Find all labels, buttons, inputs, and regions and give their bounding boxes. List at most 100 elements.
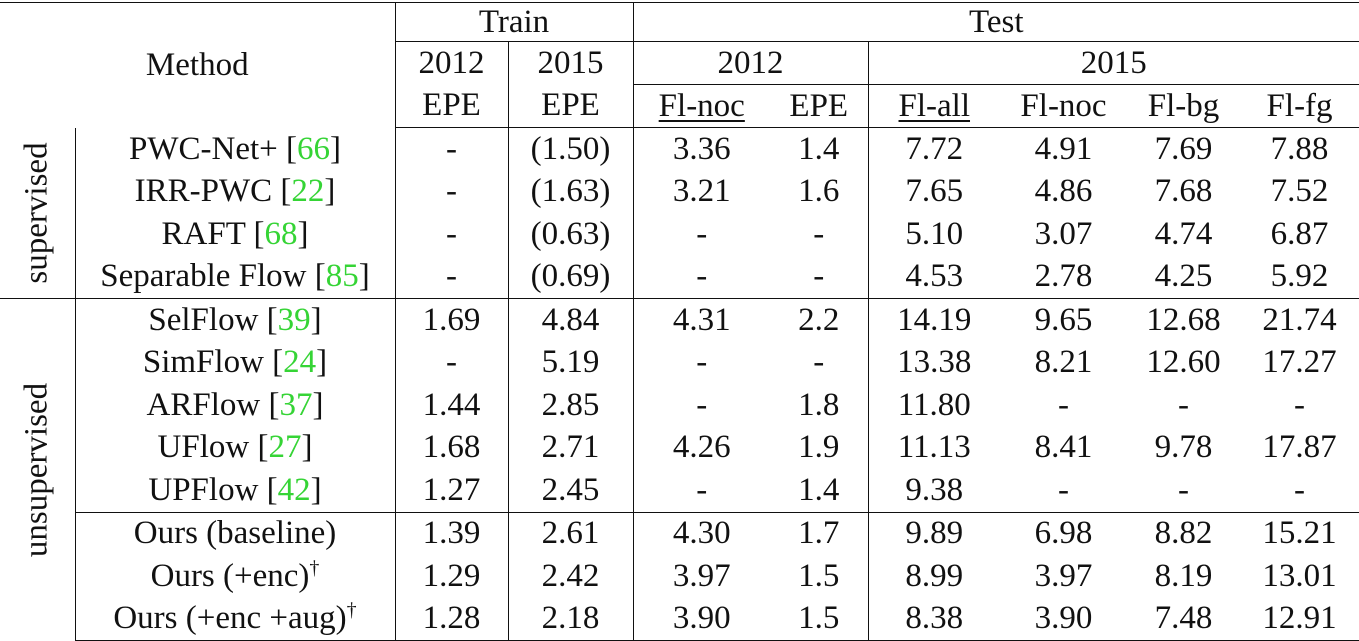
table-cell: 13.01 bbox=[1262, 557, 1337, 594]
table-cell: 1.69 bbox=[394, 298, 509, 342]
table-cell: - bbox=[632, 469, 771, 512]
table-row: Ours (+enc +aug)† 1.28 2.18 3.90 1.5 8.38 3.90… bbox=[0, 597, 1359, 641]
method-name: SelFlow [39] bbox=[75, 298, 396, 342]
table-cell: - bbox=[813, 258, 825, 295]
table-cell: - bbox=[632, 213, 771, 256]
table-cell: 1.29 bbox=[394, 555, 509, 598]
table-row: supervised PWC-Net+ [66] - (1.50) 3.36 1.4 7.7… bbox=[0, 127, 1359, 299]
table-cell: - bbox=[813, 344, 825, 381]
table-cell: - bbox=[1294, 471, 1306, 508]
table-cell: 8.38 bbox=[867, 597, 1001, 641]
table-cell: - bbox=[632, 384, 771, 427]
table-cell: (0.63) bbox=[507, 213, 634, 256]
table-cell: - bbox=[1178, 471, 1190, 508]
table-cell: 1.8 bbox=[798, 386, 840, 423]
table-body: supervised PWC-Net+ [66] - (1.50) 3.36 1.4 7.7… bbox=[0, 127, 1359, 641]
table-cell: 3.97 bbox=[1034, 557, 1093, 594]
method-label: RAFT [ bbox=[161, 215, 265, 252]
table-cell: 1.28 bbox=[394, 597, 509, 641]
test-header: Test bbox=[632, 2, 1359, 42]
metric-train-2015-epe: EPE bbox=[507, 84, 634, 128]
table-cell: 4.25 bbox=[1154, 258, 1213, 295]
table-cell: 12.91 bbox=[1240, 597, 1359, 641]
table-cell: - bbox=[813, 215, 825, 252]
table-cell: 8.99 bbox=[867, 555, 1001, 598]
method-label: Ours (+enc) bbox=[150, 557, 310, 594]
table-cell: 3.90 bbox=[632, 597, 771, 641]
table-cell: - bbox=[1058, 386, 1070, 423]
table-row: ARFlow [37] 1.44 2.85-1.8 11.80- - - bbox=[0, 384, 1359, 427]
citation-link[interactable]: 27 bbox=[268, 429, 302, 466]
citation-link[interactable]: 22 bbox=[291, 173, 325, 210]
table-cell: - bbox=[394, 170, 509, 213]
method-name: Ours (+enc)† bbox=[75, 555, 395, 598]
table-cell: 4.84 bbox=[507, 298, 634, 342]
table-cell: 9.78 bbox=[1154, 429, 1213, 466]
method-header: Method bbox=[0, 2, 396, 128]
table-cell: 3.97 bbox=[632, 555, 771, 598]
method-name: SimFlow [24] bbox=[142, 344, 328, 381]
table-cell: 3.07 bbox=[1034, 215, 1093, 252]
citation-link[interactable]: 37 bbox=[279, 386, 313, 423]
citation-link[interactable]: 24 bbox=[283, 344, 317, 381]
table-cell: 7.69 bbox=[1154, 130, 1213, 167]
method-label: SelFlow [ bbox=[148, 301, 278, 338]
train-year-2012: 2012 bbox=[394, 41, 509, 85]
test-year-2015: 2015 bbox=[867, 41, 1359, 85]
citation-link[interactable]: 42 bbox=[277, 471, 311, 508]
table-cell: 3.36 bbox=[632, 127, 771, 171]
citation-link[interactable]: 85 bbox=[325, 258, 359, 295]
table-row: Ours (+enc)† 1.29 2.42 3.97 1.5 8.99 3.97 8.19 1… bbox=[0, 555, 1359, 598]
table-cell: 1.39 bbox=[394, 511, 509, 555]
group-label-supervised: supervised bbox=[0, 127, 76, 299]
table-row: UFlow [27] 1.68 2.71 4.26 1.9 11.13 8.41 9.78 17… bbox=[0, 426, 1359, 469]
table-cell: 11.13 bbox=[867, 426, 1001, 469]
table-cell: - bbox=[394, 341, 509, 384]
table-cell: 11.80 bbox=[867, 384, 1001, 427]
table-cell: 4.31 bbox=[632, 298, 771, 342]
table-cell: 7.65 bbox=[867, 170, 1001, 213]
metric-test-2012-epe: EPE bbox=[770, 84, 869, 128]
table-row: RAFT [68] - (0.63) - -5.10 3.07 4.74 6.87 bbox=[0, 213, 1359, 256]
table-cell: 8.41 bbox=[1034, 429, 1093, 466]
table-cell: 12.68 bbox=[1127, 298, 1241, 342]
table-cell: (0.69) bbox=[507, 255, 634, 299]
table-cell: 14.19 bbox=[867, 298, 1001, 342]
table-cell: - bbox=[394, 213, 509, 256]
table-row: UPFlow [42] 1.27 2.45-1.4 9.38- - - bbox=[0, 469, 1359, 512]
table-cell: 5.10 bbox=[867, 213, 1001, 256]
table-cell: 1.6 bbox=[798, 173, 840, 210]
method-label: UFlow [ bbox=[157, 429, 269, 466]
table-cell: 5.92 bbox=[1270, 258, 1329, 295]
table-cell: - bbox=[632, 341, 771, 384]
metric-test-2015-flall: Fl-all bbox=[867, 84, 1001, 128]
table-cell: 1.4 bbox=[798, 130, 840, 167]
table-cell: 1.9 bbox=[798, 429, 840, 466]
citation-link[interactable]: 66 bbox=[297, 130, 330, 167]
table-cell: 17.87 bbox=[1262, 429, 1337, 466]
table-cell: (1.50) bbox=[507, 127, 634, 171]
table-cell: 1.4 bbox=[798, 471, 840, 508]
table-cell: 7.88 bbox=[1270, 130, 1329, 167]
table-cell: 2.78 bbox=[1034, 258, 1093, 295]
table-cell: 4.26 bbox=[632, 426, 771, 469]
method-label: ARFlow [ bbox=[146, 386, 280, 423]
table-cell: 8.82 bbox=[1127, 511, 1241, 555]
table-cell: 15.21 bbox=[1240, 511, 1359, 555]
method-label: Ours (+enc +aug) bbox=[113, 600, 347, 637]
table-row: Separable Flow [85] - (0.69) - -4.53 2.78 4.25… bbox=[0, 255, 1359, 299]
table-cell: 7.48 bbox=[1127, 597, 1241, 641]
table-row: unsupervised SelFlow [39] 1.69 4.84 4.31 2.2 1… bbox=[0, 298, 1359, 641]
metric-test-2015-flfg: Fl-fg bbox=[1240, 84, 1359, 128]
method-label: Separable Flow [ bbox=[100, 258, 326, 295]
table-cell: 21.74 bbox=[1240, 298, 1359, 342]
table-cell: 3.21 bbox=[632, 170, 771, 213]
table-cell: 1.27 bbox=[394, 469, 509, 512]
citation-link[interactable]: 39 bbox=[277, 301, 311, 338]
table-cell: 9.38 bbox=[867, 469, 1001, 512]
table-cell: 5.19 bbox=[507, 341, 634, 384]
dagger-mark: † bbox=[346, 599, 357, 622]
citation-link[interactable]: 68 bbox=[264, 215, 298, 252]
method-name: ARFlow [37] bbox=[146, 386, 324, 423]
method-name: PWC-Net+ [66] bbox=[129, 130, 341, 167]
